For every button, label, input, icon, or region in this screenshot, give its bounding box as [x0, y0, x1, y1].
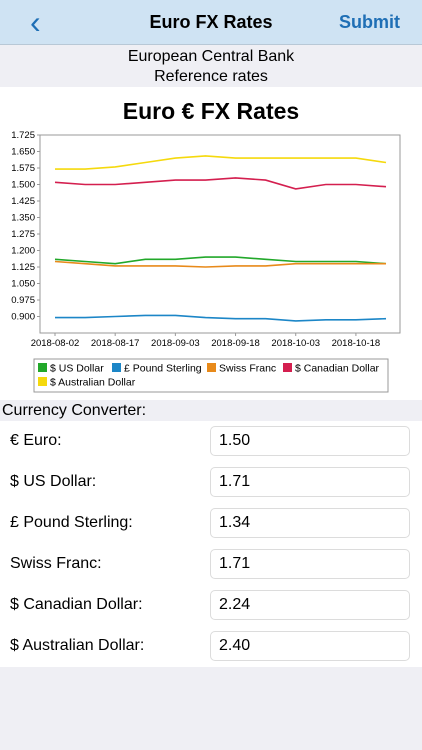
header-subtitle: European Central Bank Reference rates	[0, 45, 422, 89]
legend-label: $ US Dollar	[50, 363, 104, 375]
navigation-bar: ‹ Euro FX Rates Submit	[0, 0, 422, 45]
converter-row: £ Pound Sterling:	[0, 503, 422, 544]
header-line-2: Reference rates	[154, 68, 268, 85]
series-line	[55, 155, 387, 170]
y-tick-label: 0.900	[11, 312, 35, 323]
header-line-1: European Central Bank	[127, 48, 295, 65]
x-tick-label: 2018-09-18	[211, 338, 260, 349]
converter-row-label: £ Pound Sterling:	[10, 514, 133, 531]
fx-chart: Euro € FX Rates 1.725 1.650 1.575 1.500 1.425…	[11, 98, 401, 393]
converter-amount-input[interactable]	[210, 508, 410, 538]
legend-swatch	[283, 363, 292, 372]
x-tick-label: 2018-09-03	[151, 338, 200, 349]
chart-title: Euro € FX Rates	[123, 98, 299, 124]
x-tick-label: 2018-08-02	[31, 338, 80, 349]
converter-row-label: € Euro:	[10, 432, 62, 449]
series-line	[54, 256, 387, 265]
fx-chart-panel: Euro € FX Rates 1.725 1.650 1.575 1.500 1.425…	[0, 87, 422, 400]
converter-row-label: $ Canadian Dollar:	[10, 596, 143, 613]
y-tick-label: 1.275	[11, 229, 35, 240]
chevron-left-icon[interactable]: ‹	[30, 4, 41, 40]
y-tick-label: 1.575	[11, 163, 35, 174]
converter-row: $ Canadian Dollar:	[0, 585, 422, 626]
legend-label: Swiss Franc	[219, 363, 276, 375]
series-line	[54, 260, 386, 268]
converter-row: Swiss Franc:	[0, 544, 422, 585]
legend-swatch	[38, 377, 47, 386]
converter-amount-input[interactable]	[210, 549, 410, 579]
currency-converter-form: € Euro: $ US Dollar: £ Pound Sterling: Swis…	[0, 421, 422, 667]
y-tick-label: 1.050	[11, 279, 35, 290]
converter-amount-input[interactable]	[210, 590, 410, 620]
y-tick-label: 1.200	[11, 246, 35, 257]
x-tick-label: 2018-08-17	[91, 338, 140, 349]
converter-amount-input[interactable]	[210, 631, 410, 661]
legend-swatch	[38, 363, 47, 372]
legend-swatch	[112, 363, 121, 372]
y-tick-label: 1.725	[11, 130, 35, 141]
converter-amount-input[interactable]	[210, 426, 410, 456]
converter-amount-input[interactable]	[210, 467, 410, 497]
converter-row-label: $ Australian Dollar:	[10, 637, 145, 654]
legend-label: $ Canadian Dollar	[295, 363, 380, 375]
page-title: Euro FX Rates	[149, 12, 273, 32]
series-line	[55, 314, 387, 322]
plot-area	[39, 134, 401, 334]
y-tick-label: 1.500	[11, 180, 35, 191]
y-tick-label: 1.650	[11, 147, 35, 158]
converter-row-label: Swiss Franc:	[10, 555, 102, 572]
converter-row-label: $ US Dollar:	[10, 473, 97, 490]
converter-row: € Euro:	[0, 421, 422, 462]
submit-button[interactable]: Submit	[339, 12, 400, 32]
y-tick-label: 1.125	[11, 262, 35, 273]
legend-label: £ Pound Sterling	[124, 363, 202, 375]
x-tick-label: 2018-10-18	[332, 338, 381, 349]
x-tick-label: 2018-10-03	[271, 338, 320, 349]
converter-section-label: Currency Converter:	[2, 402, 147, 419]
converter-row: $ US Dollar:	[0, 462, 422, 503]
y-tick-label: 1.425	[11, 196, 35, 207]
y-tick-label: 0.975	[11, 295, 35, 306]
legend-swatch	[207, 363, 216, 372]
converter-row: $ Australian Dollar:	[0, 626, 422, 667]
y-tick-label: 1.350	[11, 213, 35, 224]
series-line	[54, 177, 387, 190]
legend-label: $ Australian Dollar	[50, 377, 136, 389]
